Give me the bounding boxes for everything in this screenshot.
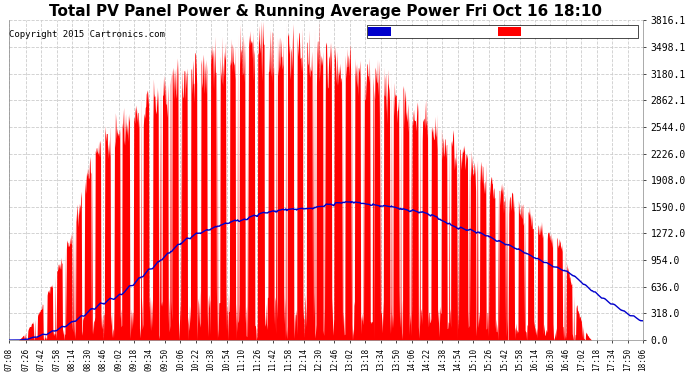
- Text: Copyright 2015 Cartronics.com: Copyright 2015 Cartronics.com: [9, 30, 165, 39]
- Title: Total PV Panel Power & Running Average Power Fri Oct 16 18:10: Total PV Panel Power & Running Average P…: [49, 4, 602, 19]
- Legend: Average  (DC Watts), PV Panels  (DC Watts): Average (DC Watts), PV Panels (DC Watts): [366, 25, 638, 38]
